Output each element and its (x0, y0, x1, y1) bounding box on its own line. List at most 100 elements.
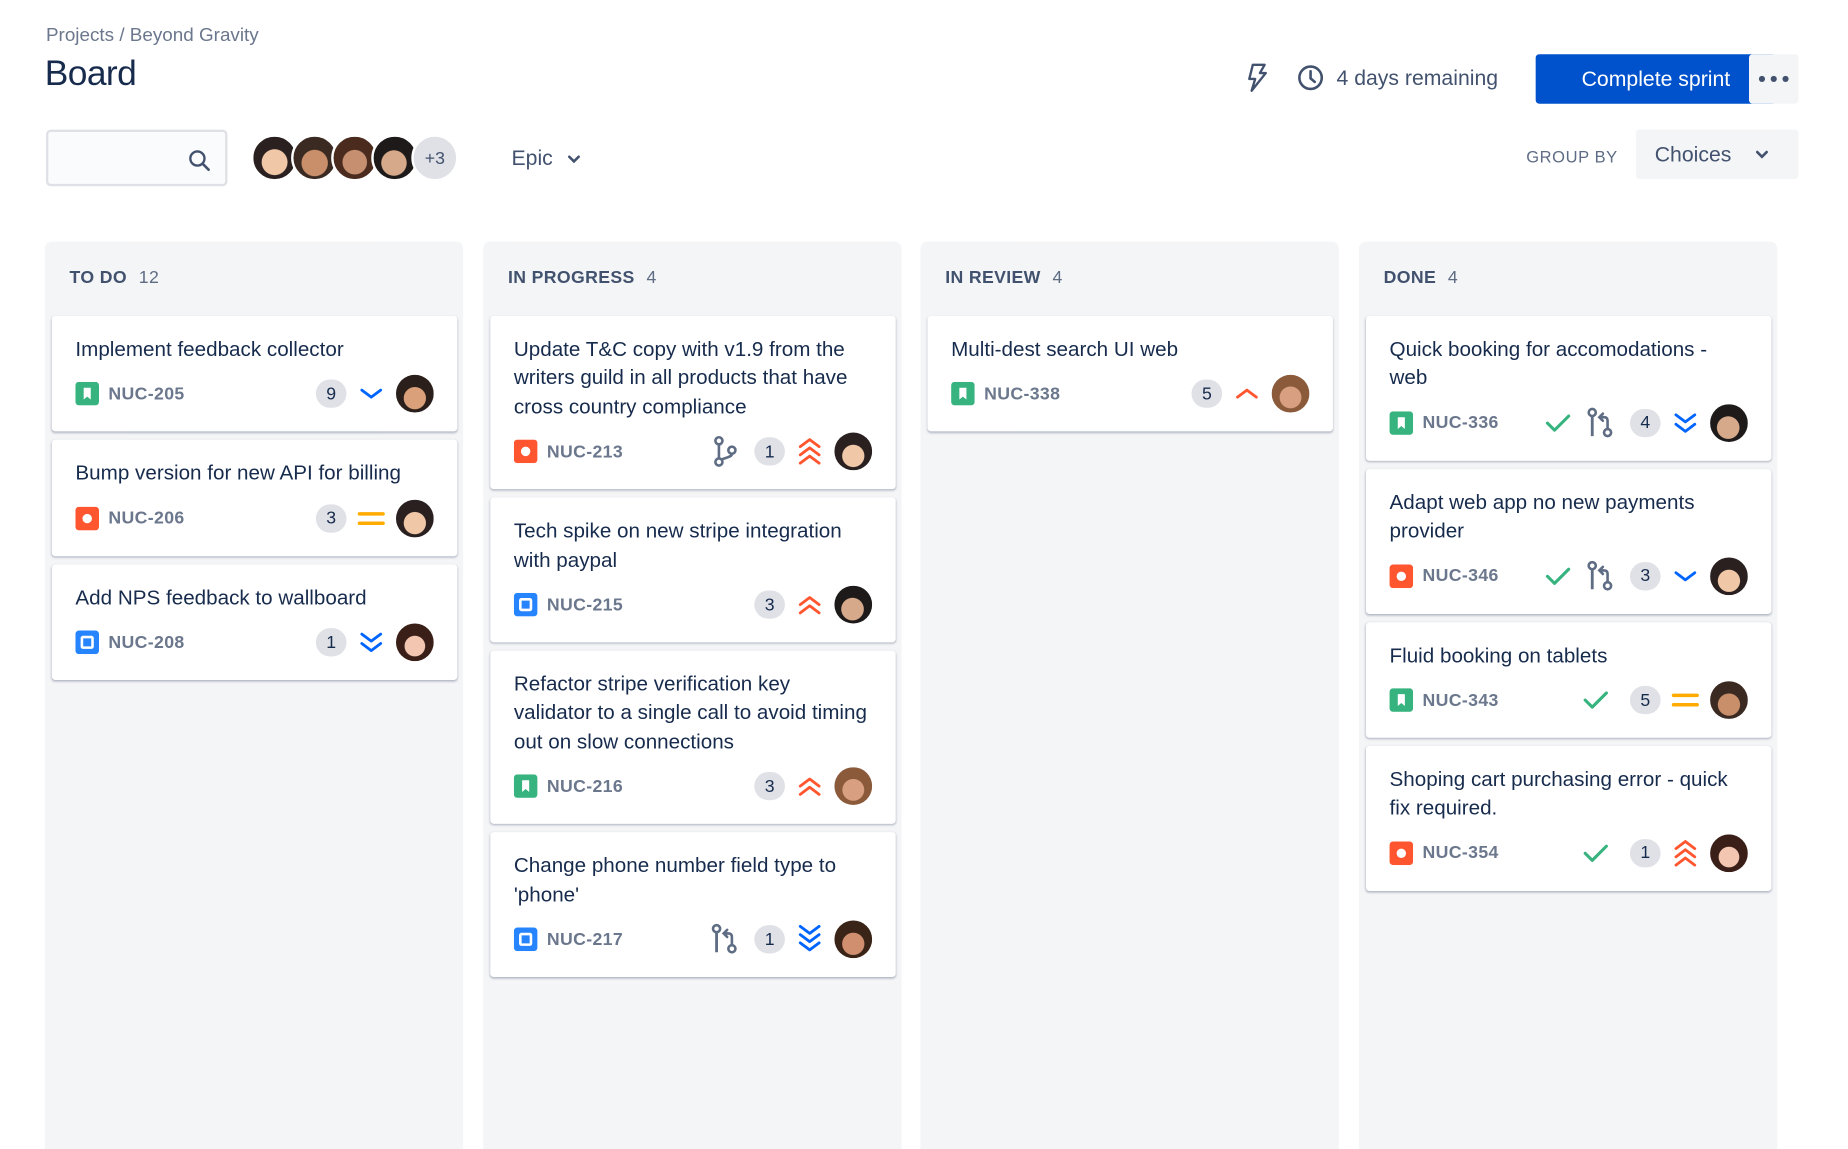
issue-card[interactable]: Bump version for new API for billing NUC… (51, 440, 458, 557)
issue-card[interactable]: Refactor stripe verification key validat… (490, 650, 896, 825)
issue-card[interactable]: Add NPS feedback to wallboard NUC-208 1 (51, 564, 458, 681)
check-icon (1583, 691, 1608, 709)
issue-key[interactable]: NUC-216 (546, 776, 624, 797)
card-footer: NUC-215 3 (513, 585, 873, 624)
assignee-avatar[interactable] (395, 375, 434, 413)
epic-filter[interactable]: Epic (511, 146, 581, 171)
assignee-avatar[interactable] (1710, 834, 1748, 872)
assignee-avatar[interactable] (1710, 681, 1748, 719)
avatar[interactable] (331, 134, 379, 182)
assignee-avatar[interactable] (395, 499, 434, 538)
assignee-avatar[interactable] (395, 623, 434, 662)
search-input[interactable] (45, 129, 228, 187)
story-points: 1 (754, 925, 785, 954)
epic-label: Epic (511, 146, 553, 170)
story-icon (1389, 411, 1414, 435)
card-footer: NUC-217 1 (513, 920, 873, 959)
story-points: 5 (1629, 685, 1661, 715)
card-footer: NUC-343 5 (1389, 681, 1748, 719)
assignee-avatar[interactable] (1271, 375, 1310, 413)
chevron-down-icon (1755, 150, 1769, 159)
more-actions-button[interactable] (1748, 54, 1799, 104)
column-title: IN REVIEW (945, 267, 1041, 288)
card-list: Quick booking for accomodations - web NU… (1365, 315, 1772, 891)
issue-card[interactable]: Quick booking for accomodations - web NU… (1365, 315, 1772, 461)
priority-chevron-up-icon (1236, 389, 1258, 400)
assignee-avatar[interactable] (834, 920, 873, 959)
lightning-icon[interactable] (1242, 61, 1270, 94)
priority-chevrons-down-2-icon (1674, 413, 1697, 433)
priority-chevrons-down-3-icon (798, 925, 821, 952)
assignee-avatar[interactable] (834, 767, 873, 806)
bug-icon (513, 439, 538, 464)
issue-key[interactable]: NUC-213 (546, 441, 624, 462)
column-header: IN PROGRESS 4 (508, 268, 657, 288)
story-points: 1 (754, 437, 785, 466)
assignee-avatar[interactable] (834, 585, 873, 624)
priority-equals-icon (1671, 693, 1699, 707)
group-by-select[interactable]: Choices (1635, 129, 1799, 180)
card-footer: NUC-346 3 (1389, 557, 1748, 595)
sprint-info: 4 days remaining (1242, 61, 1498, 94)
issue-card[interactable]: Adapt web app no new payments provider N… (1365, 468, 1772, 614)
task-icon (513, 927, 538, 952)
task-icon (75, 630, 99, 655)
check-icon (1545, 414, 1571, 432)
story-points: 3 (1629, 561, 1661, 591)
complete-sprint-button[interactable]: Complete sprint (1535, 54, 1777, 104)
card-title: Fluid booking on tablets (1389, 643, 1608, 667)
issue-key[interactable]: NUC-354 (1422, 843, 1499, 864)
check-icon (1583, 844, 1608, 862)
column-title: IN PROGRESS (507, 267, 635, 288)
card-title: Adapt web app no new payments provider (1389, 490, 1695, 543)
column-count: 4 (1447, 267, 1459, 288)
avatar[interactable] (371, 134, 419, 182)
assignee-avatar[interactable] (1710, 404, 1748, 442)
priority-chevrons-up-3-icon (798, 438, 821, 465)
story-points: 1 (1629, 838, 1661, 868)
story-points: 3 (754, 772, 785, 801)
story-points: 9 (315, 379, 347, 409)
story-icon (513, 774, 538, 799)
assignee-avatar[interactable] (1710, 557, 1748, 595)
assignee-avatar[interactable] (834, 432, 873, 471)
column-in-progress: IN PROGRESS 4 Update T&C copy with v1.9 f… (483, 241, 902, 1149)
issue-card[interactable]: Implement feedback collector NUC-205 9 (51, 315, 458, 432)
story-points: 4 (1629, 408, 1661, 438)
issue-key[interactable]: NUC-336 (1422, 412, 1499, 433)
column-done: DONE 4 Quick booking for accomodations - … (1358, 241, 1778, 1149)
issue-key[interactable]: NUC-206 (108, 508, 185, 529)
chevron-down-icon (567, 154, 580, 163)
issue-card[interactable]: Update T&C copy with v1.9 from the write… (490, 315, 896, 490)
priority-chevron-down-icon (1674, 570, 1697, 581)
avatar[interactable] (251, 134, 299, 182)
issue-key[interactable]: NUC-338 (984, 384, 1061, 405)
issue-key[interactable]: NUC-208 (108, 632, 185, 653)
more-assignees[interactable]: +3 (411, 134, 459, 182)
story-icon (1389, 688, 1414, 712)
issue-key[interactable]: NUC-346 (1422, 565, 1499, 586)
issue-card[interactable]: Fluid booking on tablets NUC-343 5 (1365, 621, 1772, 738)
page-title: Board (44, 54, 137, 94)
issue-card[interactable]: Tech spike on new stripe integration wit… (490, 497, 896, 643)
story-icon (951, 382, 975, 406)
issue-card[interactable]: Multi-dest search UI web NUC-338 5 (927, 315, 1333, 432)
card-footer: NUC-205 9 (75, 375, 434, 413)
assignee-filter: +3 (251, 134, 459, 182)
issue-key[interactable]: NUC-215 (546, 594, 624, 615)
group-by-label: GROUP BY (1526, 147, 1618, 167)
issue-key[interactable]: NUC-217 (546, 929, 624, 950)
issue-card[interactable]: Change phone number field type to 'phone… (490, 832, 896, 978)
card-list: Update T&C copy with v1.9 from the write… (490, 315, 896, 978)
card-title: Update T&C copy with v1.9 from the write… (513, 337, 848, 419)
avatar[interactable] (291, 134, 339, 182)
group-by-value: Choices (1654, 142, 1732, 166)
issue-card[interactable]: Shoping cart purchasing error - quick fi… (1365, 746, 1772, 891)
column-title: DONE (1383, 267, 1437, 288)
priority-chevron-down-icon (360, 389, 383, 400)
issue-key[interactable]: NUC-343 (1422, 690, 1499, 711)
story-points: 3 (754, 590, 785, 619)
issue-key[interactable]: NUC-205 (108, 384, 185, 405)
breadcrumb[interactable]: Projects / Beyond Gravity (45, 25, 259, 46)
